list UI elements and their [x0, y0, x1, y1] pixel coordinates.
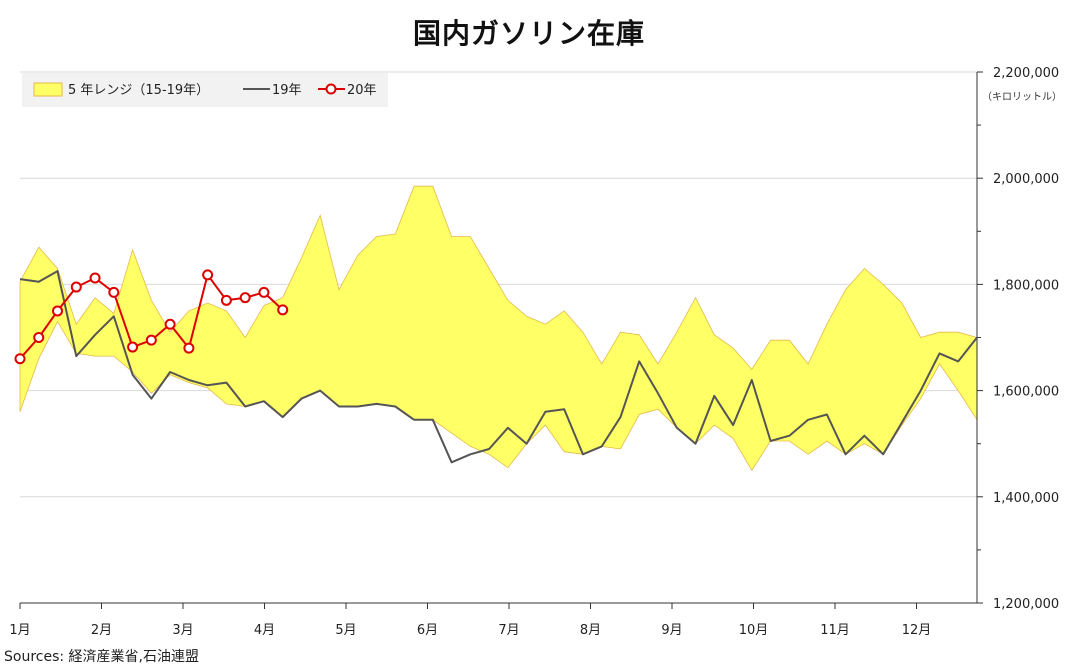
data-point: [220, 294, 232, 306]
legend: 5 年レンジ（15-19年） 19年 20年: [22, 73, 388, 107]
data-point: [52, 305, 64, 317]
data-point: [183, 342, 195, 354]
data-point: [127, 341, 139, 353]
chart-title: 国内ガソリン在庫: [412, 17, 645, 50]
data-point: [164, 318, 176, 330]
x-tick-label: 2月: [91, 623, 112, 638]
data-point: [202, 269, 214, 281]
y-tick-label: 1,600,000: [993, 385, 1059, 400]
x-tick-label: 3月: [172, 623, 193, 638]
axes: 1,200,000 1,400,000 1,600,000 1,800,000 2,00…: [9, 66, 1059, 638]
data-point: [14, 353, 26, 365]
x-tick-label: 9月: [661, 623, 682, 638]
x-tick-label: 7月: [498, 623, 519, 638]
x-tick-label: 6月: [417, 623, 438, 638]
data-point: [89, 272, 101, 284]
y-tick-label: 1,400,000: [993, 491, 1059, 506]
y-tick-label: 2,200,000: [993, 66, 1059, 81]
y-tick-label: 1,800,000: [993, 278, 1059, 293]
legend-label-20: 20年: [347, 83, 377, 98]
y-tick-label: 2,000,000: [993, 172, 1059, 187]
legend-swatch-band: [33, 82, 63, 97]
data-point: [277, 304, 289, 316]
y-axis-unit-label: （キロリットル）: [982, 92, 1062, 103]
x-tick-label: 4月: [254, 623, 275, 638]
x-tick-label: 8月: [580, 623, 601, 638]
legend-swatch-20-marker: [325, 83, 337, 95]
data-point: [239, 292, 251, 304]
x-tick-label: 5月: [335, 623, 356, 638]
x-tick-label: 12月: [902, 623, 932, 638]
data-point: [108, 286, 120, 298]
series-line-19年: [19, 270, 978, 464]
data-point: [70, 281, 82, 293]
x-tick-label: 10月: [739, 623, 769, 638]
legend-label-band: 5 年レンジ（15-19年）: [68, 83, 209, 98]
legend-label-19: 19年: [272, 83, 302, 98]
data-point: [145, 334, 157, 346]
data-point: [258, 286, 270, 298]
data-point: [33, 332, 45, 343]
series-layer: [14, 269, 978, 464]
source-note: Sources: 経済産業省,石油連盟: [4, 649, 199, 665]
x-tick-label: 1月: [9, 623, 30, 638]
x-tick-label: 11月: [820, 623, 850, 638]
y-tick-label: 1,200,000: [993, 597, 1059, 612]
